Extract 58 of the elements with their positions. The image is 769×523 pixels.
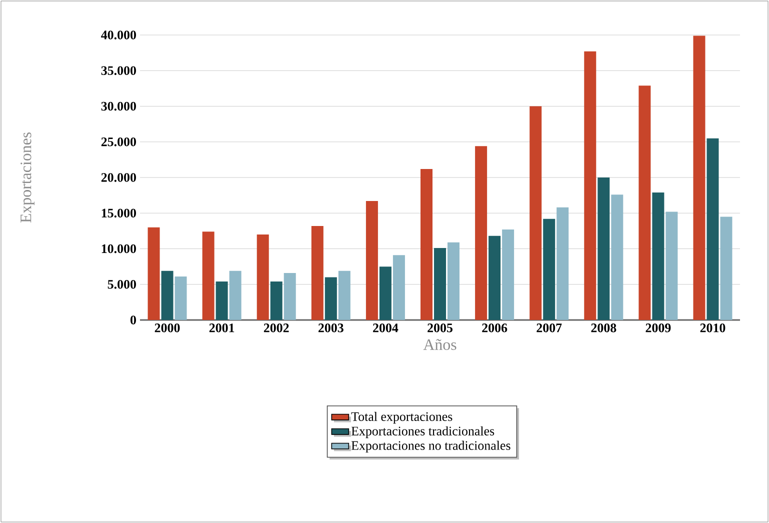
bar bbox=[475, 146, 488, 320]
bar bbox=[174, 276, 187, 320]
bar bbox=[420, 168, 433, 320]
y-tick-label: 20.000 bbox=[101, 173, 136, 182]
bar bbox=[556, 207, 569, 320]
bar bbox=[324, 277, 337, 320]
y-tick-label: 40.000 bbox=[101, 30, 136, 40]
bar bbox=[216, 282, 228, 320]
bar bbox=[202, 232, 214, 320]
bar bbox=[379, 266, 392, 320]
bar bbox=[366, 201, 378, 320]
bar bbox=[666, 212, 678, 320]
y-tick-label: 15.000 bbox=[102, 208, 136, 218]
bar bbox=[392, 255, 405, 320]
y-tick-label: 0 bbox=[130, 316, 136, 324]
legend-label: Exportaciones no tradicionales bbox=[351, 440, 510, 453]
bar bbox=[638, 86, 651, 320]
y-tick-label: 30.000 bbox=[101, 102, 136, 111]
legend-label: Exportaciones tradicionales bbox=[351, 426, 494, 438]
x-tick-label: 2010 bbox=[700, 324, 726, 332]
bar bbox=[693, 36, 706, 320]
bar bbox=[270, 282, 282, 320]
x-tick-label: 2002 bbox=[264, 324, 289, 332]
bar bbox=[229, 270, 242, 320]
x-tick-label: 2005 bbox=[428, 324, 452, 332]
bar bbox=[311, 226, 324, 320]
x-axis-title: Años bbox=[423, 339, 456, 350]
bar bbox=[598, 178, 610, 320]
x-tick-label: 2008 bbox=[591, 324, 616, 332]
bar bbox=[502, 230, 514, 320]
x-tick-label: 2003 bbox=[318, 324, 344, 332]
y-tick-label: 5.000 bbox=[108, 280, 136, 289]
bar bbox=[161, 270, 174, 320]
x-tick-label: 2004 bbox=[373, 324, 398, 332]
bar bbox=[706, 138, 719, 320]
bar bbox=[584, 51, 596, 320]
bar bbox=[448, 242, 460, 320]
x-tick-label: 2006 bbox=[482, 324, 508, 332]
x-tick-label: 2000 bbox=[154, 324, 180, 332]
y-tick-label: 25.000 bbox=[101, 137, 136, 146]
bar bbox=[148, 227, 160, 320]
bar bbox=[434, 248, 446, 320]
bar bbox=[256, 234, 269, 320]
x-tick-label: 2009 bbox=[646, 324, 671, 332]
legend-label: Total exportaciones bbox=[351, 412, 452, 424]
bar bbox=[543, 218, 556, 320]
bar bbox=[338, 270, 350, 320]
bar bbox=[530, 106, 542, 320]
bar bbox=[652, 192, 664, 320]
bar bbox=[488, 236, 501, 320]
x-tick-label: 2001 bbox=[209, 324, 234, 332]
bar bbox=[720, 216, 732, 320]
y-axis-title: Exportaciones bbox=[20, 132, 34, 223]
y-tick-label: 35.000 bbox=[101, 66, 136, 76]
bar bbox=[284, 272, 296, 320]
y-tick-label: 10.000 bbox=[102, 244, 136, 254]
x-tick-label: 2007 bbox=[536, 324, 562, 332]
bar bbox=[611, 194, 624, 320]
